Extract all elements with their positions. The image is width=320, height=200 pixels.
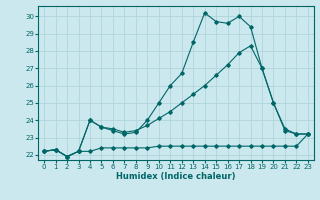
- X-axis label: Humidex (Indice chaleur): Humidex (Indice chaleur): [116, 172, 236, 181]
